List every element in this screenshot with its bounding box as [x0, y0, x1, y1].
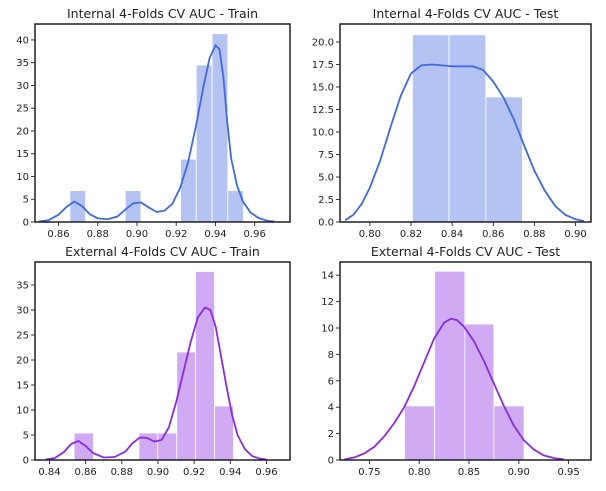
y-tick-label: 10 — [16, 172, 29, 183]
y-tick-label: 7.5 — [318, 150, 334, 161]
x-tick-label: 0.92 — [165, 229, 187, 240]
y-tick-label: 8 — [328, 350, 334, 361]
histogram-bar — [157, 432, 178, 461]
x-tick-label: 0.84 — [441, 229, 463, 240]
x-tick-label: 0.90 — [126, 229, 148, 240]
y-tick-label: 35 — [16, 281, 29, 292]
y-tick-label: 25 — [16, 104, 29, 115]
x-tick-label: 0.94 — [204, 229, 226, 240]
y-tick-label: 2 — [328, 429, 334, 440]
y-tick-label: 20.0 — [312, 38, 334, 49]
chart-title: Internal 4-Folds CV AUC - Train — [67, 6, 258, 21]
chart-panel-2: 0.80 0.82 0.84 0.86 0.88 0.90 0.0 2.5 5.0 7.5 10.0… — [312, 6, 592, 240]
y-tick-label: 0 — [328, 456, 334, 467]
x-tick-label: 0.88 — [523, 229, 545, 240]
y-tick-label: 12.5 — [312, 105, 334, 116]
y-tick-label: 2.5 — [318, 195, 334, 206]
kde-curve — [344, 317, 564, 461]
x-tick-label: 0.80 — [359, 229, 381, 240]
x-tick-label: 0.80 — [408, 467, 430, 478]
kde-curve — [38, 43, 275, 223]
y-tick-label: 10.0 — [312, 128, 334, 139]
x-tick-label: 0.94 — [219, 467, 241, 478]
y-tick-label: 15.0 — [312, 83, 334, 94]
x-tick-label: 0.90 — [147, 467, 169, 478]
chart-panel-1: 0.86 0.88 0.90 0.92 0.94 0.96 0 5 10 15 20 25 30 35 40… — [16, 6, 291, 240]
x-tick-label: 0.85 — [458, 467, 480, 478]
x-tick-label: 0.88 — [87, 229, 109, 240]
histogram-bar — [124, 190, 142, 223]
histogram-bar — [434, 270, 466, 461]
kde-curve — [45, 306, 267, 461]
y-tick-label: 35 — [16, 58, 29, 69]
y-tick-label: 25 — [16, 331, 29, 342]
y-tick-label: 0.0 — [318, 218, 334, 229]
histogram-bar — [73, 432, 94, 461]
histogram-bar — [404, 405, 436, 461]
axes-frame — [339, 261, 592, 461]
chart-panel-3: 0.84 0.86 0.88 0.90 0.92 0.94 0.96 0 5 10 15 20 25 30… — [16, 244, 291, 478]
histogram-bar — [176, 351, 196, 461]
x-tick-label: 0.96 — [244, 229, 266, 240]
y-tick-label: 30 — [16, 81, 29, 92]
histogram-bar — [214, 405, 234, 461]
y-tick-label: 5 — [23, 195, 29, 206]
axes-frame — [34, 23, 291, 223]
chart-title: External 4-Folds CV AUC - Train — [65, 244, 260, 259]
y-tick-label: 15 — [16, 149, 29, 160]
x-tick-label: 0.92 — [183, 467, 205, 478]
kde-curve — [344, 63, 584, 222]
x-tick-label: 0.90 — [508, 467, 530, 478]
chart-panel-4: 0.75 0.80 0.85 0.90 0.95 0 2 4 6 8 10 12 14 External … — [321, 244, 592, 478]
x-tick-label: 0.86 — [47, 229, 69, 240]
y-tick-label: 10 — [321, 324, 334, 335]
histogram-bar — [180, 158, 197, 223]
y-tick-label: 5 — [23, 431, 29, 442]
chart-title: External 4-Folds CV AUC - Test — [371, 244, 560, 259]
y-tick-label: 0 — [23, 218, 29, 229]
y-tick-label: 4 — [328, 403, 334, 414]
y-tick-label: 14 — [321, 271, 334, 282]
chart-title: Internal 4-Folds CV AUC - Test — [373, 6, 559, 21]
y-tick-label: 15 — [16, 381, 29, 392]
histogram-bar — [448, 34, 487, 223]
x-tick-label: 0.86 — [482, 229, 504, 240]
y-tick-label: 40 — [16, 35, 29, 46]
y-tick-label: 10 — [16, 406, 29, 417]
y-tick-label: 12 — [321, 297, 334, 308]
x-tick-label: 0.75 — [358, 467, 380, 478]
x-tick-label: 0.88 — [111, 467, 133, 478]
histogram-bar — [464, 323, 495, 461]
axes-frame — [339, 23, 592, 223]
y-tick-label: 0 — [23, 456, 29, 467]
histogram-bar — [195, 64, 213, 223]
x-tick-label: 0.84 — [38, 467, 60, 478]
histogram-bar — [485, 96, 523, 223]
histogram-bar — [211, 33, 229, 223]
x-tick-label: 0.96 — [255, 467, 277, 478]
x-tick-label: 0.90 — [564, 229, 586, 240]
y-tick-label: 5.0 — [318, 173, 334, 184]
y-tick-label: 30 — [16, 306, 29, 317]
y-tick-label: 6 — [328, 376, 334, 387]
y-tick-label: 20 — [16, 356, 29, 367]
histogram-bar — [412, 34, 450, 223]
y-tick-label: 20 — [16, 126, 29, 137]
x-tick-label: 0.82 — [400, 229, 422, 240]
x-tick-label: 0.95 — [557, 467, 579, 478]
x-tick-label: 0.86 — [75, 467, 97, 478]
axes-frame — [34, 261, 291, 461]
histogram-bar — [195, 271, 215, 461]
y-tick-label: 17.5 — [312, 60, 334, 71]
